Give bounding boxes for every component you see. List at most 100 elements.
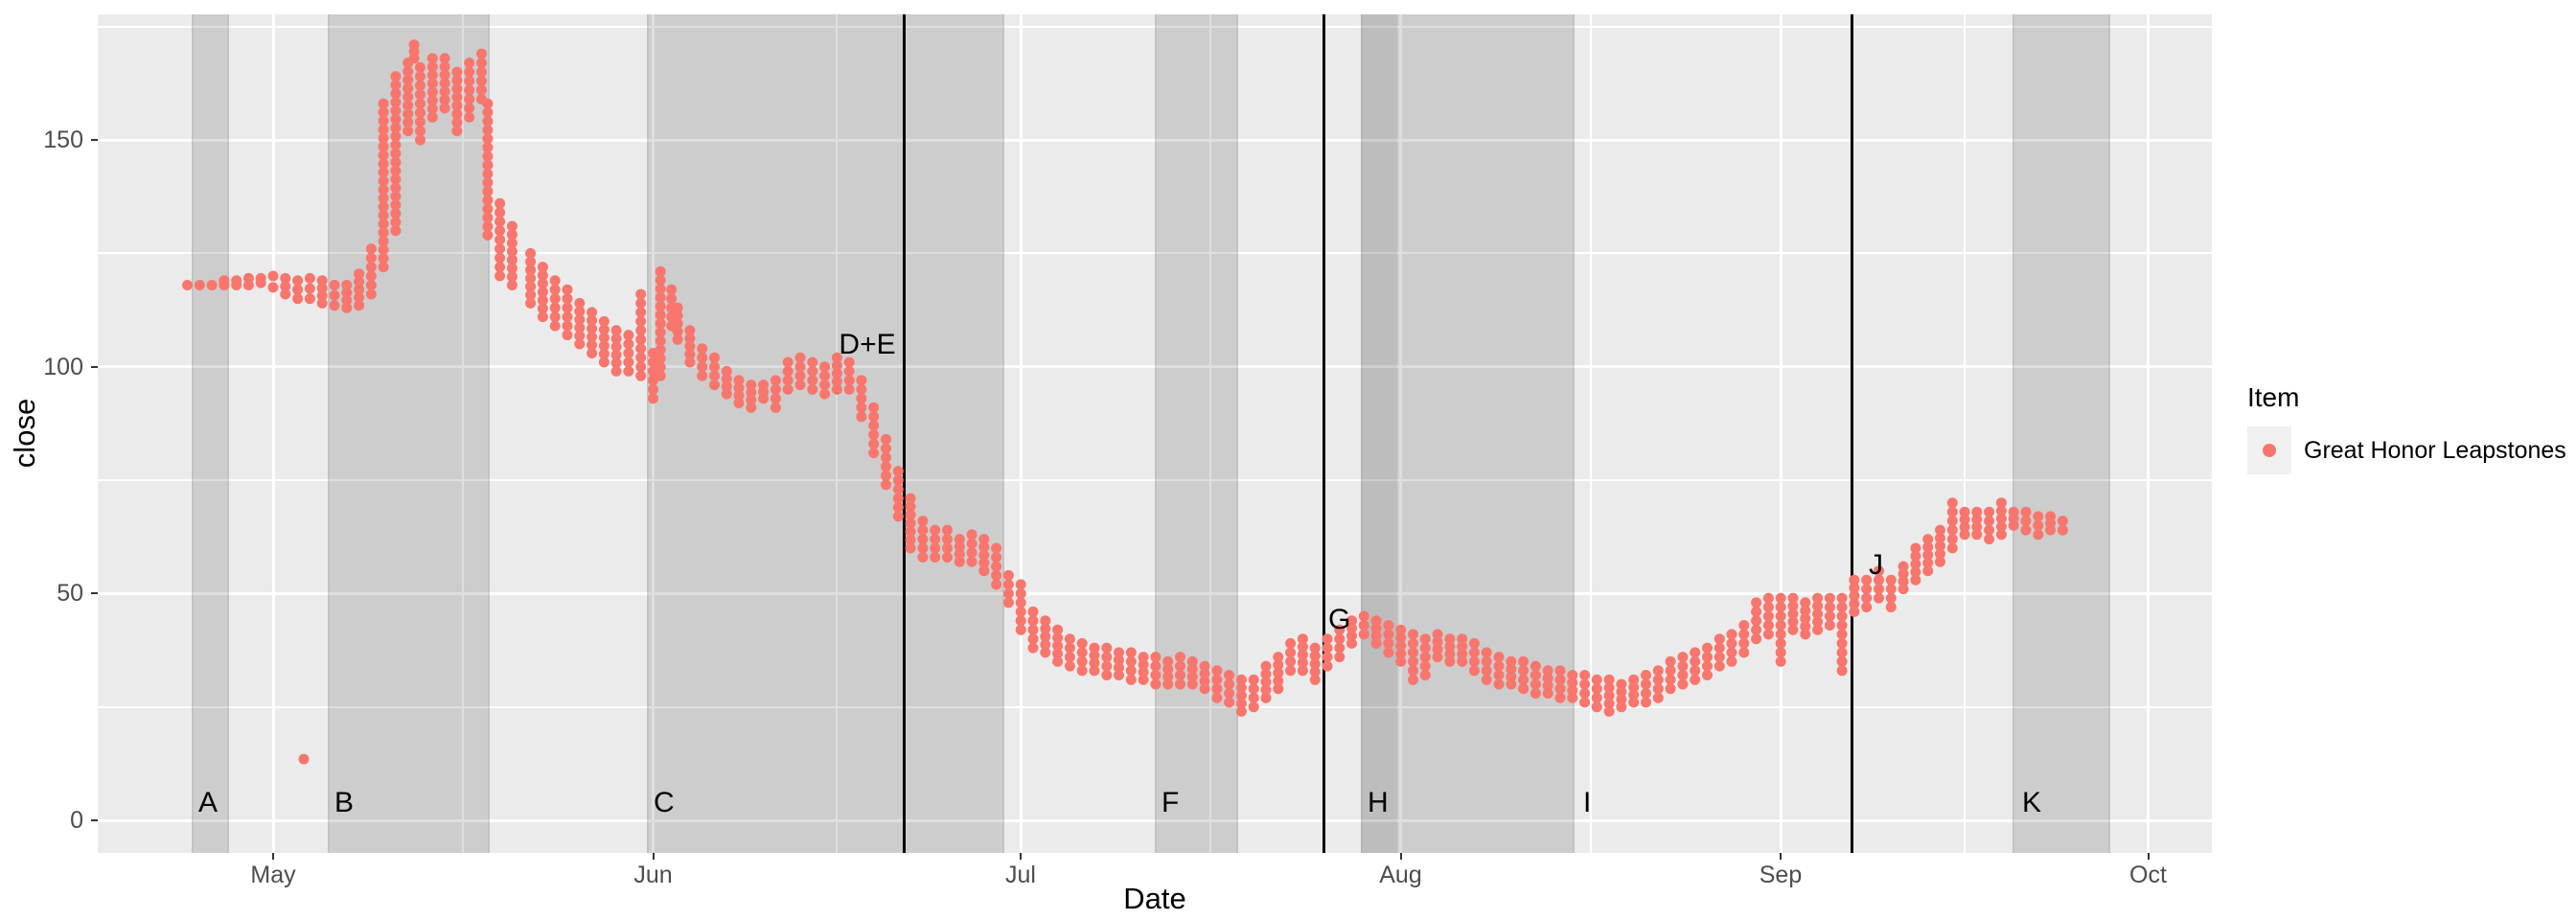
data-point bbox=[506, 254, 518, 265]
data-point bbox=[586, 323, 598, 334]
data-point bbox=[586, 307, 598, 318]
day-cluster bbox=[1652, 665, 1664, 703]
data-point bbox=[1971, 514, 1983, 525]
gridline-minor-horizontal bbox=[98, 479, 2212, 481]
day-cluster bbox=[1493, 652, 1505, 690]
data-point bbox=[1542, 665, 1553, 677]
day-cluster bbox=[1922, 534, 1934, 577]
day-cluster bbox=[1114, 647, 1124, 680]
data-point bbox=[831, 352, 842, 363]
data-point bbox=[1984, 524, 1995, 536]
legend-point-icon bbox=[2263, 444, 2276, 457]
data-point bbox=[1444, 656, 1456, 667]
day-cluster bbox=[1995, 497, 2007, 540]
data-point bbox=[1334, 642, 1346, 654]
data-point bbox=[782, 365, 794, 377]
data-point bbox=[1089, 642, 1100, 654]
data-point bbox=[1910, 559, 1921, 570]
y-tick-label: 150 bbox=[43, 126, 83, 154]
data-point bbox=[1836, 610, 1848, 622]
data-point bbox=[1457, 633, 1468, 645]
data-point bbox=[1591, 692, 1602, 703]
data-point bbox=[1628, 689, 1640, 701]
data-point bbox=[1800, 605, 1811, 616]
data-point bbox=[537, 262, 548, 273]
data-point bbox=[655, 301, 666, 312]
data-point bbox=[1959, 514, 1970, 525]
data-point bbox=[966, 556, 978, 567]
data-point bbox=[1408, 656, 1418, 667]
x-axis-title: Date bbox=[1123, 882, 1186, 915]
data-point bbox=[464, 84, 475, 96]
data-point bbox=[905, 534, 916, 545]
day-cluster bbox=[365, 243, 377, 300]
data-point bbox=[1138, 652, 1149, 663]
day-cluster bbox=[341, 280, 353, 313]
data-point bbox=[1946, 516, 1958, 527]
data-point bbox=[1297, 633, 1308, 645]
data-point bbox=[672, 334, 683, 345]
data-point bbox=[1309, 674, 1321, 685]
day-cluster bbox=[610, 325, 622, 377]
data-point bbox=[1579, 688, 1591, 699]
data-point bbox=[1738, 647, 1750, 658]
data-point bbox=[415, 80, 426, 91]
data-point bbox=[378, 210, 389, 221]
data-point bbox=[1408, 647, 1418, 658]
data-point bbox=[1603, 698, 1615, 709]
data-point bbox=[1125, 665, 1137, 677]
data-point bbox=[494, 234, 506, 245]
data-point bbox=[1224, 688, 1235, 699]
day-cluster bbox=[206, 280, 218, 290]
day-cluster bbox=[1002, 569, 1014, 609]
day-cluster bbox=[378, 98, 389, 273]
data-point bbox=[426, 53, 438, 64]
day-cluster bbox=[782, 356, 794, 395]
day-cluster bbox=[1518, 656, 1530, 695]
data-point bbox=[402, 74, 414, 85]
data-point bbox=[451, 100, 463, 111]
data-point bbox=[709, 361, 720, 373]
data-point bbox=[635, 334, 647, 345]
data-point bbox=[1432, 652, 1443, 663]
day-cluster bbox=[1959, 506, 1970, 540]
data-point bbox=[1751, 633, 1762, 645]
data-point bbox=[1481, 647, 1492, 658]
data-point bbox=[206, 280, 218, 290]
data-point bbox=[1224, 670, 1235, 680]
data-point bbox=[1591, 674, 1602, 685]
x-tick-mark bbox=[1780, 853, 1782, 860]
data-point bbox=[1346, 637, 1357, 649]
data-points-svg bbox=[182, 39, 2068, 765]
data-point bbox=[482, 150, 494, 162]
data-point bbox=[390, 114, 402, 125]
data-point bbox=[482, 195, 494, 206]
data-point bbox=[807, 383, 818, 395]
day-cluster bbox=[1726, 629, 1737, 667]
data-point bbox=[623, 348, 634, 358]
event-line-G bbox=[1322, 14, 1325, 853]
data-point bbox=[390, 191, 402, 202]
data-point bbox=[1579, 670, 1591, 680]
data-point bbox=[525, 297, 537, 309]
data-point bbox=[482, 220, 494, 232]
data-point bbox=[1076, 647, 1088, 658]
data-point bbox=[1836, 620, 1848, 631]
data-point bbox=[1554, 692, 1566, 703]
data-point bbox=[378, 193, 389, 204]
data-point bbox=[1506, 678, 1517, 690]
data-point bbox=[1101, 652, 1113, 663]
data-point bbox=[1089, 657, 1100, 669]
day-cluster bbox=[182, 280, 193, 290]
data-point bbox=[1273, 683, 1284, 695]
data-point bbox=[843, 383, 855, 395]
day-cluster bbox=[1076, 637, 1088, 677]
data-point bbox=[856, 393, 867, 404]
data-point bbox=[1052, 632, 1064, 643]
data-point bbox=[1027, 642, 1039, 654]
data-point bbox=[881, 443, 891, 454]
data-point bbox=[1370, 623, 1382, 634]
data-point bbox=[905, 501, 916, 513]
data-point bbox=[1579, 678, 1591, 690]
day-cluster bbox=[194, 280, 205, 290]
